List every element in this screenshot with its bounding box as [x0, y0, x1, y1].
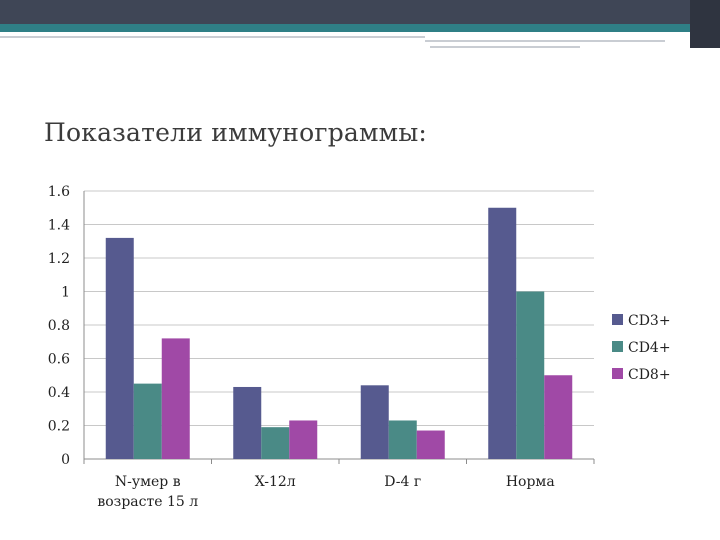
legend-swatch	[612, 341, 623, 352]
legend-swatch	[612, 368, 623, 379]
bar-cd8plus	[289, 420, 318, 459]
bar-cd8plus	[416, 430, 445, 459]
bar-cd4plus	[388, 420, 417, 459]
y-tick-label: 0	[61, 452, 70, 468]
x-category-label: D-4 г	[384, 474, 421, 490]
x-category-label: Норма	[506, 474, 555, 490]
x-category-label: возрасте 15 л	[97, 494, 198, 510]
slide-top-bar	[0, 0, 720, 24]
bar-cd3plus	[488, 207, 517, 459]
decor-line	[425, 40, 665, 42]
slide-title: Показатели иммунограммы:	[44, 118, 428, 147]
y-tick-label: 0.6	[48, 352, 70, 368]
y-tick-label: 1	[61, 285, 70, 301]
decor-line	[0, 36, 425, 38]
slide-corner-block	[690, 0, 720, 48]
y-tick-label: 1.4	[48, 218, 70, 234]
x-category-label: X-12л	[255, 474, 296, 490]
slide-accent-bar	[0, 24, 720, 32]
y-tick-label: 0.2	[48, 419, 70, 435]
legend-label: CD4+	[628, 340, 671, 356]
y-tick-label: 1.2	[48, 251, 70, 267]
y-tick-label: 0.4	[48, 385, 70, 401]
bar-cd4plus	[133, 383, 162, 459]
bar-cd4plus	[516, 291, 545, 459]
decor-line	[430, 46, 580, 48]
bar-cd3plus	[360, 385, 389, 459]
legend-label: CD3+	[628, 313, 671, 329]
y-tick-label: 0.8	[48, 318, 70, 334]
legend-swatch	[612, 314, 623, 325]
bar-cd4plus	[261, 427, 290, 459]
x-category-label: N-умер в	[115, 474, 181, 490]
bar-cd3plus	[105, 237, 134, 459]
bar-cd8plus	[544, 375, 573, 459]
bar-cd3plus	[233, 386, 262, 459]
legend-label: CD8+	[628, 367, 671, 383]
bar-cd8plus	[161, 338, 190, 459]
y-tick-label: 1.6	[48, 184, 70, 200]
